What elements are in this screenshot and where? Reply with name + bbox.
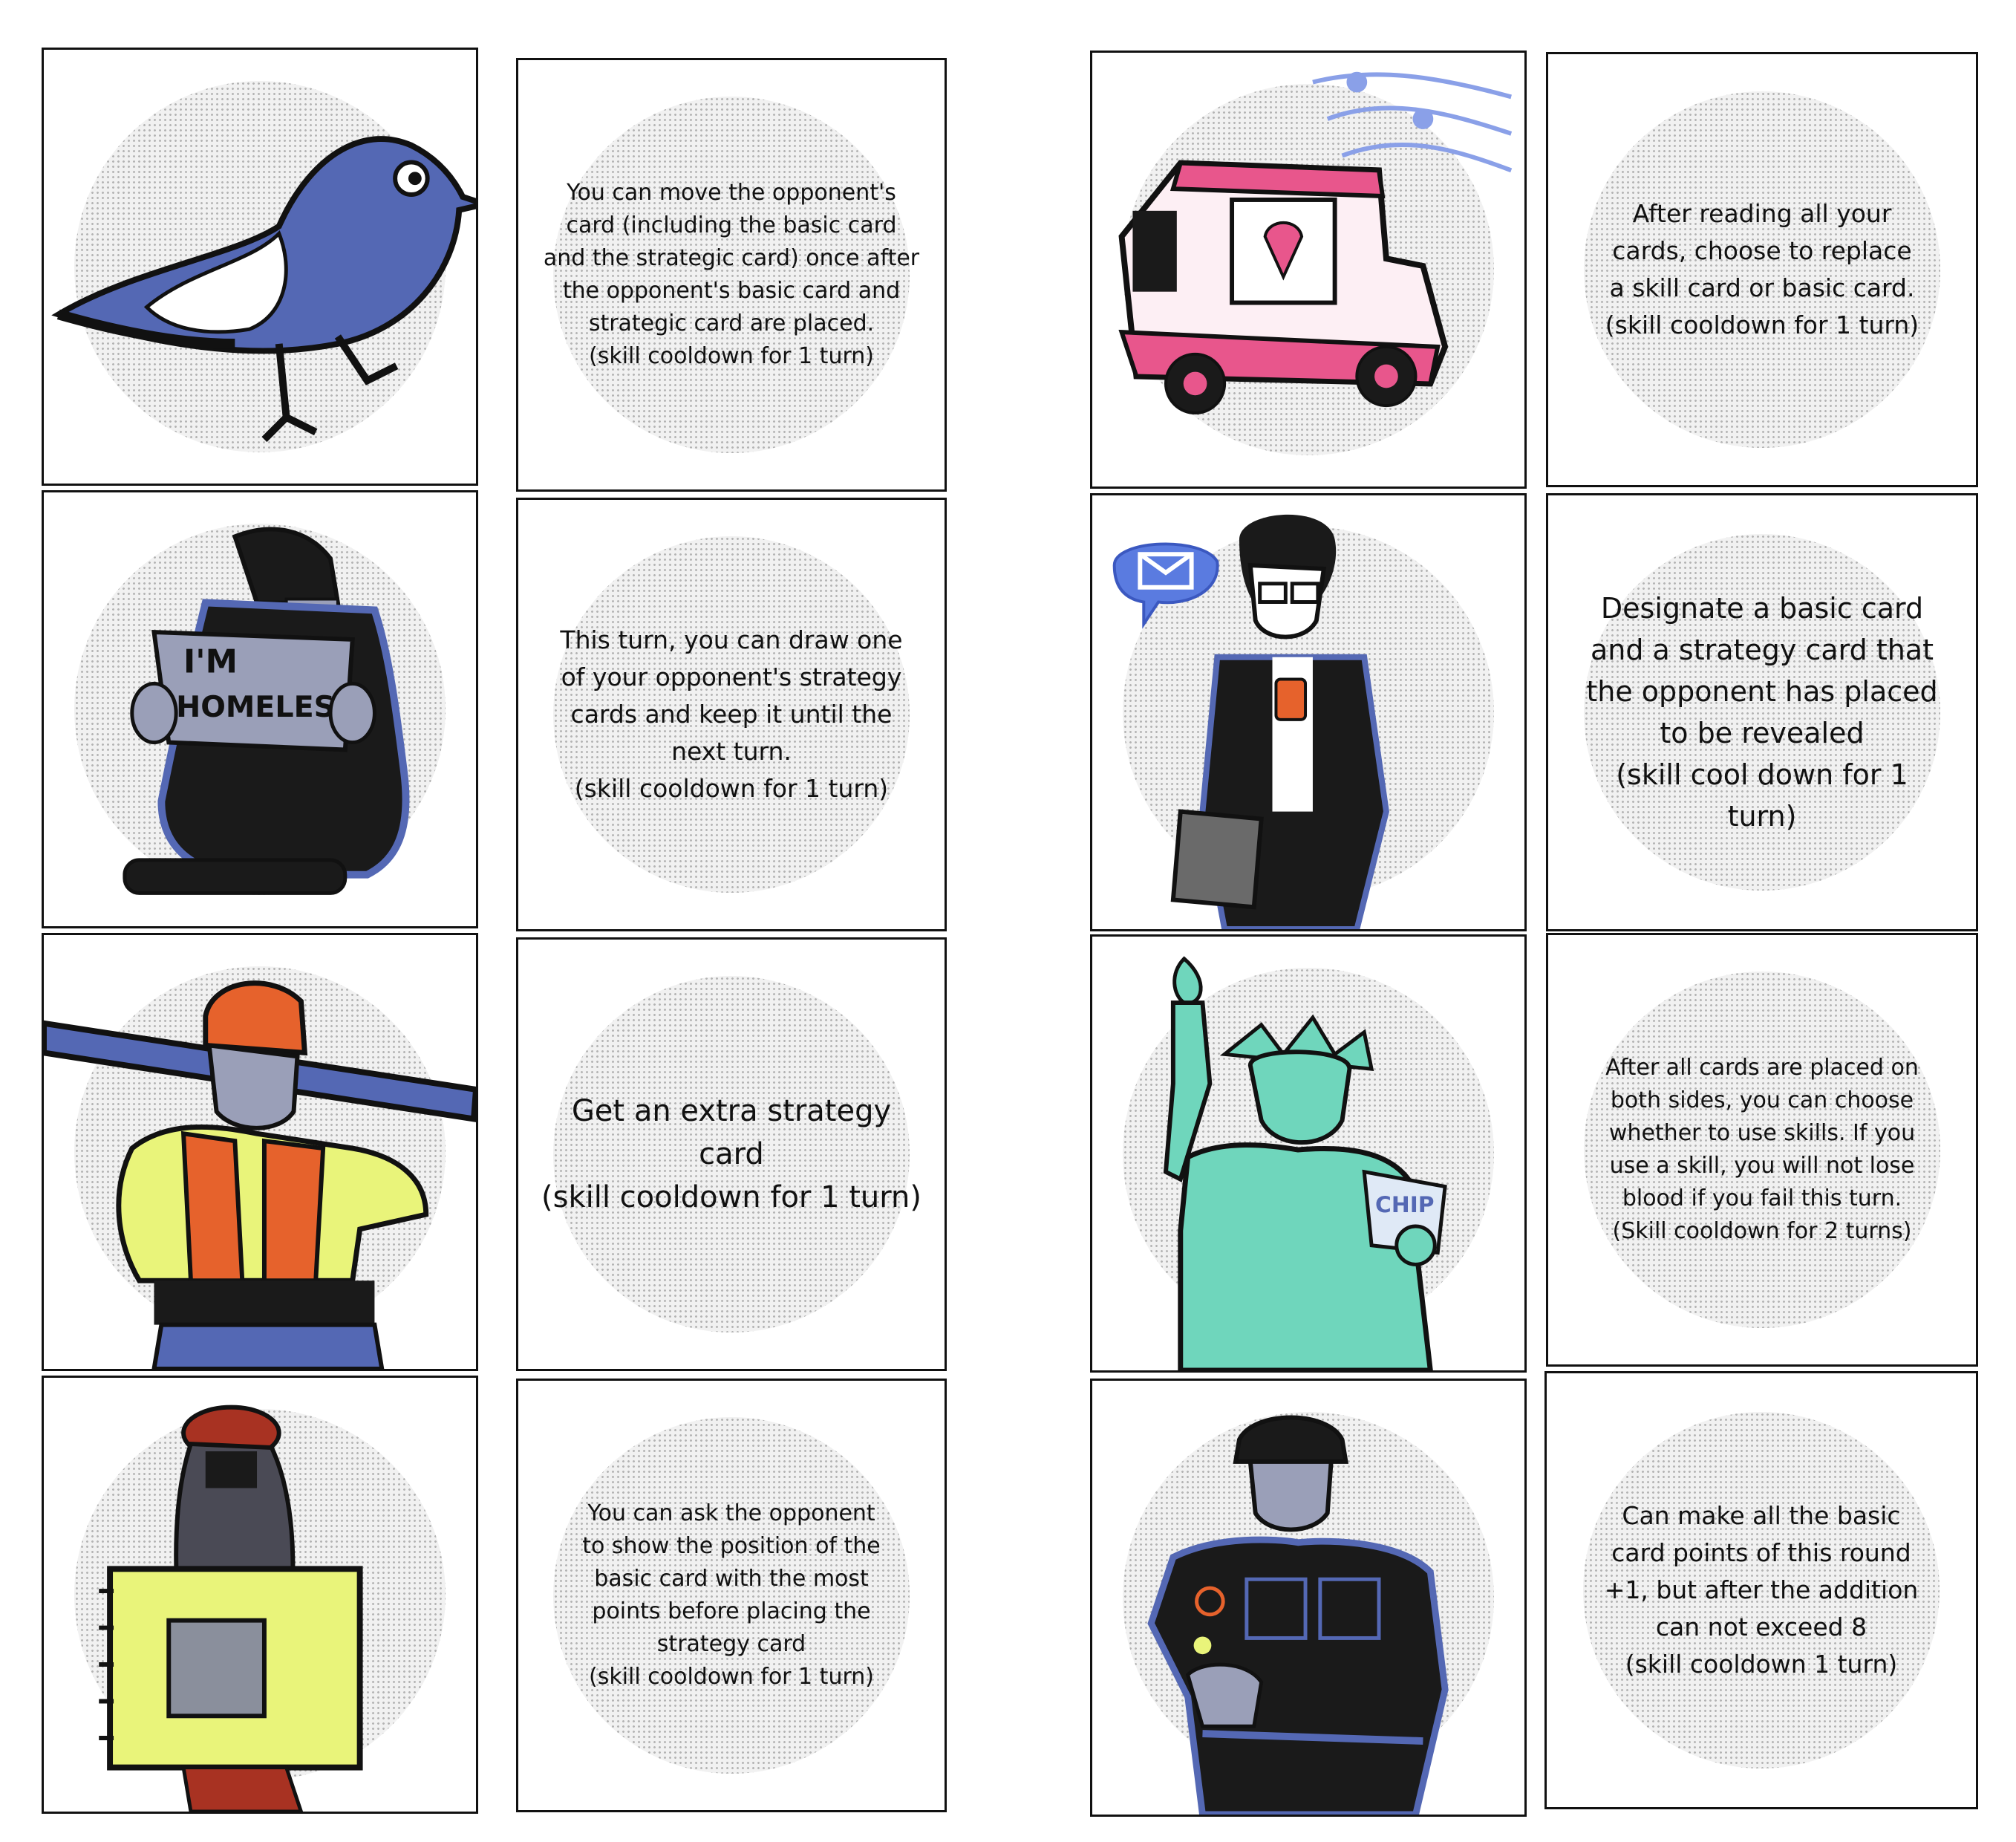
skill-description: This turn, you can draw one of your oppo… xyxy=(560,625,903,803)
sign-line-2: HOMELESS xyxy=(176,690,355,724)
bag-label: CHIP xyxy=(1375,1192,1434,1218)
skill-description: After reading all your cards, choose to … xyxy=(1605,199,1919,339)
skill-description: You can ask the opponent to show the pos… xyxy=(582,1500,881,1690)
homeless-person-icon: I'M HOMELESS xyxy=(123,527,410,895)
skill-card-2: This turn, you can draw one of your oppo… xyxy=(516,498,947,931)
dotted-halo xyxy=(553,536,910,893)
skill-description: Get an extra strategy card (skill cooldo… xyxy=(541,1094,921,1214)
ice-cream-truck-icon xyxy=(1118,71,1513,414)
skill-description: After all cards are placed on both sides… xyxy=(1605,1055,1919,1244)
construction-worker-icon xyxy=(44,980,476,1369)
police-illustration-card xyxy=(1090,1379,1527,1817)
worker-illustration-card xyxy=(42,933,478,1371)
truck-illustration-card xyxy=(1090,51,1527,489)
skill-description: You can move the opponent's card (includ… xyxy=(543,180,920,369)
dotted-halo xyxy=(553,1417,910,1774)
skill-description: Can make all the basic card points of th… xyxy=(1604,1501,1919,1679)
dotted-halo xyxy=(1583,1412,1940,1768)
skill-card-8: Can make all the basic card points of th… xyxy=(1544,1371,1978,1809)
bird-illustration-card xyxy=(42,48,478,486)
statue-of-liberty-icon: CHIP xyxy=(1163,956,1447,1370)
homeless-illustration-card: I'M HOMELESS xyxy=(42,490,478,928)
student-with-backpack-icon xyxy=(99,1405,363,1812)
dotted-halo xyxy=(553,976,910,1332)
businessman-illustration-card xyxy=(1090,493,1527,931)
skill-card-3: Get an extra strategy card (skill cooldo… xyxy=(516,937,947,1371)
skill-description: Designate a basic card and a strategy ca… xyxy=(1586,592,1938,833)
dotted-halo xyxy=(1584,972,1940,1328)
skill-card-5: After reading all your cards, choose to … xyxy=(1546,52,1978,487)
skill-card-4: You can ask the opponent to show the pos… xyxy=(516,1379,947,1812)
skill-card-7: After all cards are placed on both sides… xyxy=(1546,933,1978,1367)
liberty-illustration-card: CHIP xyxy=(1090,934,1527,1373)
student-illustration-card xyxy=(42,1376,478,1814)
skill-card-6: Designate a basic card and a strategy ca… xyxy=(1546,493,1978,931)
police-officer-icon xyxy=(1147,1415,1449,1815)
dotted-halo xyxy=(1584,91,1940,448)
sign-line-1: I'M xyxy=(183,644,238,681)
skill-card-1: You can move the opponent's card (includ… xyxy=(516,58,947,492)
businessman-with-phone-icon xyxy=(1112,514,1389,929)
dotted-halo xyxy=(1584,534,1940,891)
dotted-halo xyxy=(553,97,910,453)
blue-bird-icon xyxy=(51,136,476,443)
